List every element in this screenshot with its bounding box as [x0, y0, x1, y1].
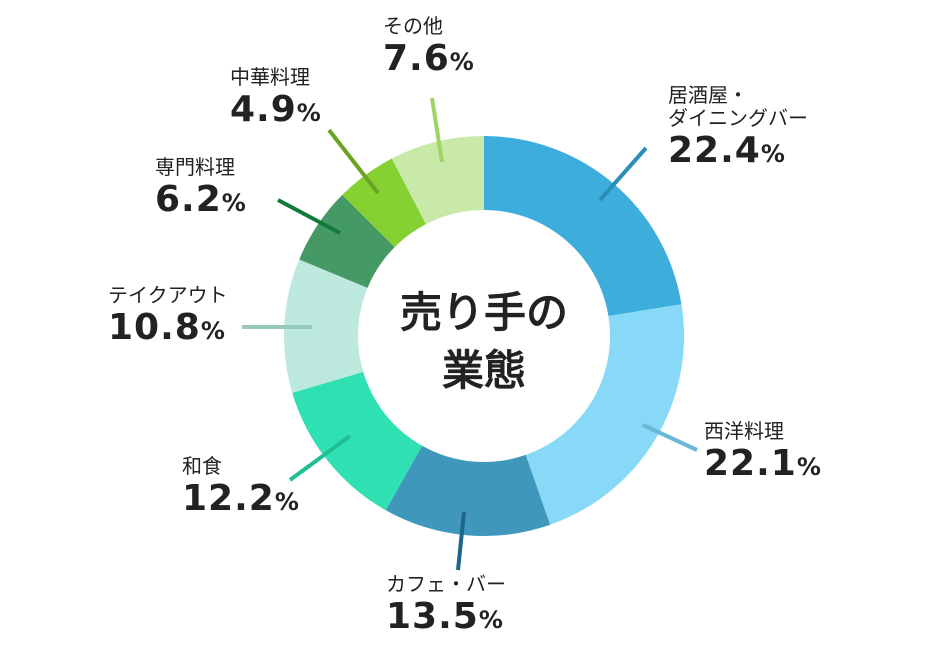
- slice-label: 中華料理 4.9%: [230, 65, 322, 131]
- donut-slice: [342, 158, 426, 248]
- percent-sign: %: [449, 48, 475, 76]
- percent-sign: %: [221, 189, 247, 217]
- leader-line: [430, 97, 444, 163]
- donut-slice: [391, 136, 484, 225]
- slice-label: その他 7.6%: [383, 14, 475, 80]
- percent-sign: %: [200, 317, 226, 345]
- donut-slice: [385, 445, 551, 536]
- percent-sign: %: [796, 453, 822, 481]
- slice-name: その他: [383, 14, 443, 38]
- slice-value: 13.5%: [386, 596, 504, 637]
- slice-name: カフェ・バー: [386, 572, 506, 596]
- slice-label: カフェ・バー 13.5%: [386, 572, 506, 638]
- slice-name: 居酒屋・: [668, 83, 748, 107]
- slice-value: 22.1%: [704, 443, 822, 484]
- slice-name: 西洋料理: [704, 419, 784, 443]
- slice-name: 専門料理: [155, 155, 235, 179]
- percent-sign: %: [296, 99, 322, 127]
- slice-value: 12.2%: [182, 478, 300, 519]
- slice-label: 西洋料理 22.1%: [704, 419, 822, 485]
- leader-line: [288, 434, 352, 482]
- donut-slice: [284, 259, 368, 393]
- leader-line: [642, 423, 698, 452]
- leader-line: [598, 146, 648, 202]
- slice-value: 6.2%: [155, 179, 247, 220]
- percent-sign: %: [478, 606, 504, 634]
- slice-label: 居酒屋・ ダイニングバー 22.4%: [668, 83, 808, 172]
- slice-value: 4.9%: [230, 89, 322, 130]
- percent-sign: %: [274, 488, 300, 516]
- leader-line: [277, 198, 341, 235]
- slice-name: 和食: [182, 454, 222, 478]
- donut-slice: [299, 194, 395, 288]
- slice-value: 7.6%: [383, 38, 475, 79]
- slice-label: テイクアウト 10.8%: [108, 283, 228, 349]
- slice-value: 22.4%: [668, 130, 786, 171]
- slice-name: 中華料理: [230, 65, 310, 89]
- chart-title: 売り手の 業態: [399, 288, 568, 395]
- slice-value: 10.8%: [108, 307, 226, 348]
- percent-sign: %: [760, 140, 786, 168]
- leader-line: [456, 511, 466, 571]
- donut-slice: [292, 371, 423, 511]
- leader-line: [327, 128, 380, 195]
- slice-name: ダイニングバー: [668, 106, 808, 130]
- donut-slice: [525, 304, 684, 525]
- slice-name: テイクアウト: [108, 283, 228, 307]
- slice-label: 専門料理 6.2%: [155, 155, 247, 221]
- slice-label: 和食 12.2%: [182, 454, 300, 520]
- donut-slice: [484, 136, 682, 317]
